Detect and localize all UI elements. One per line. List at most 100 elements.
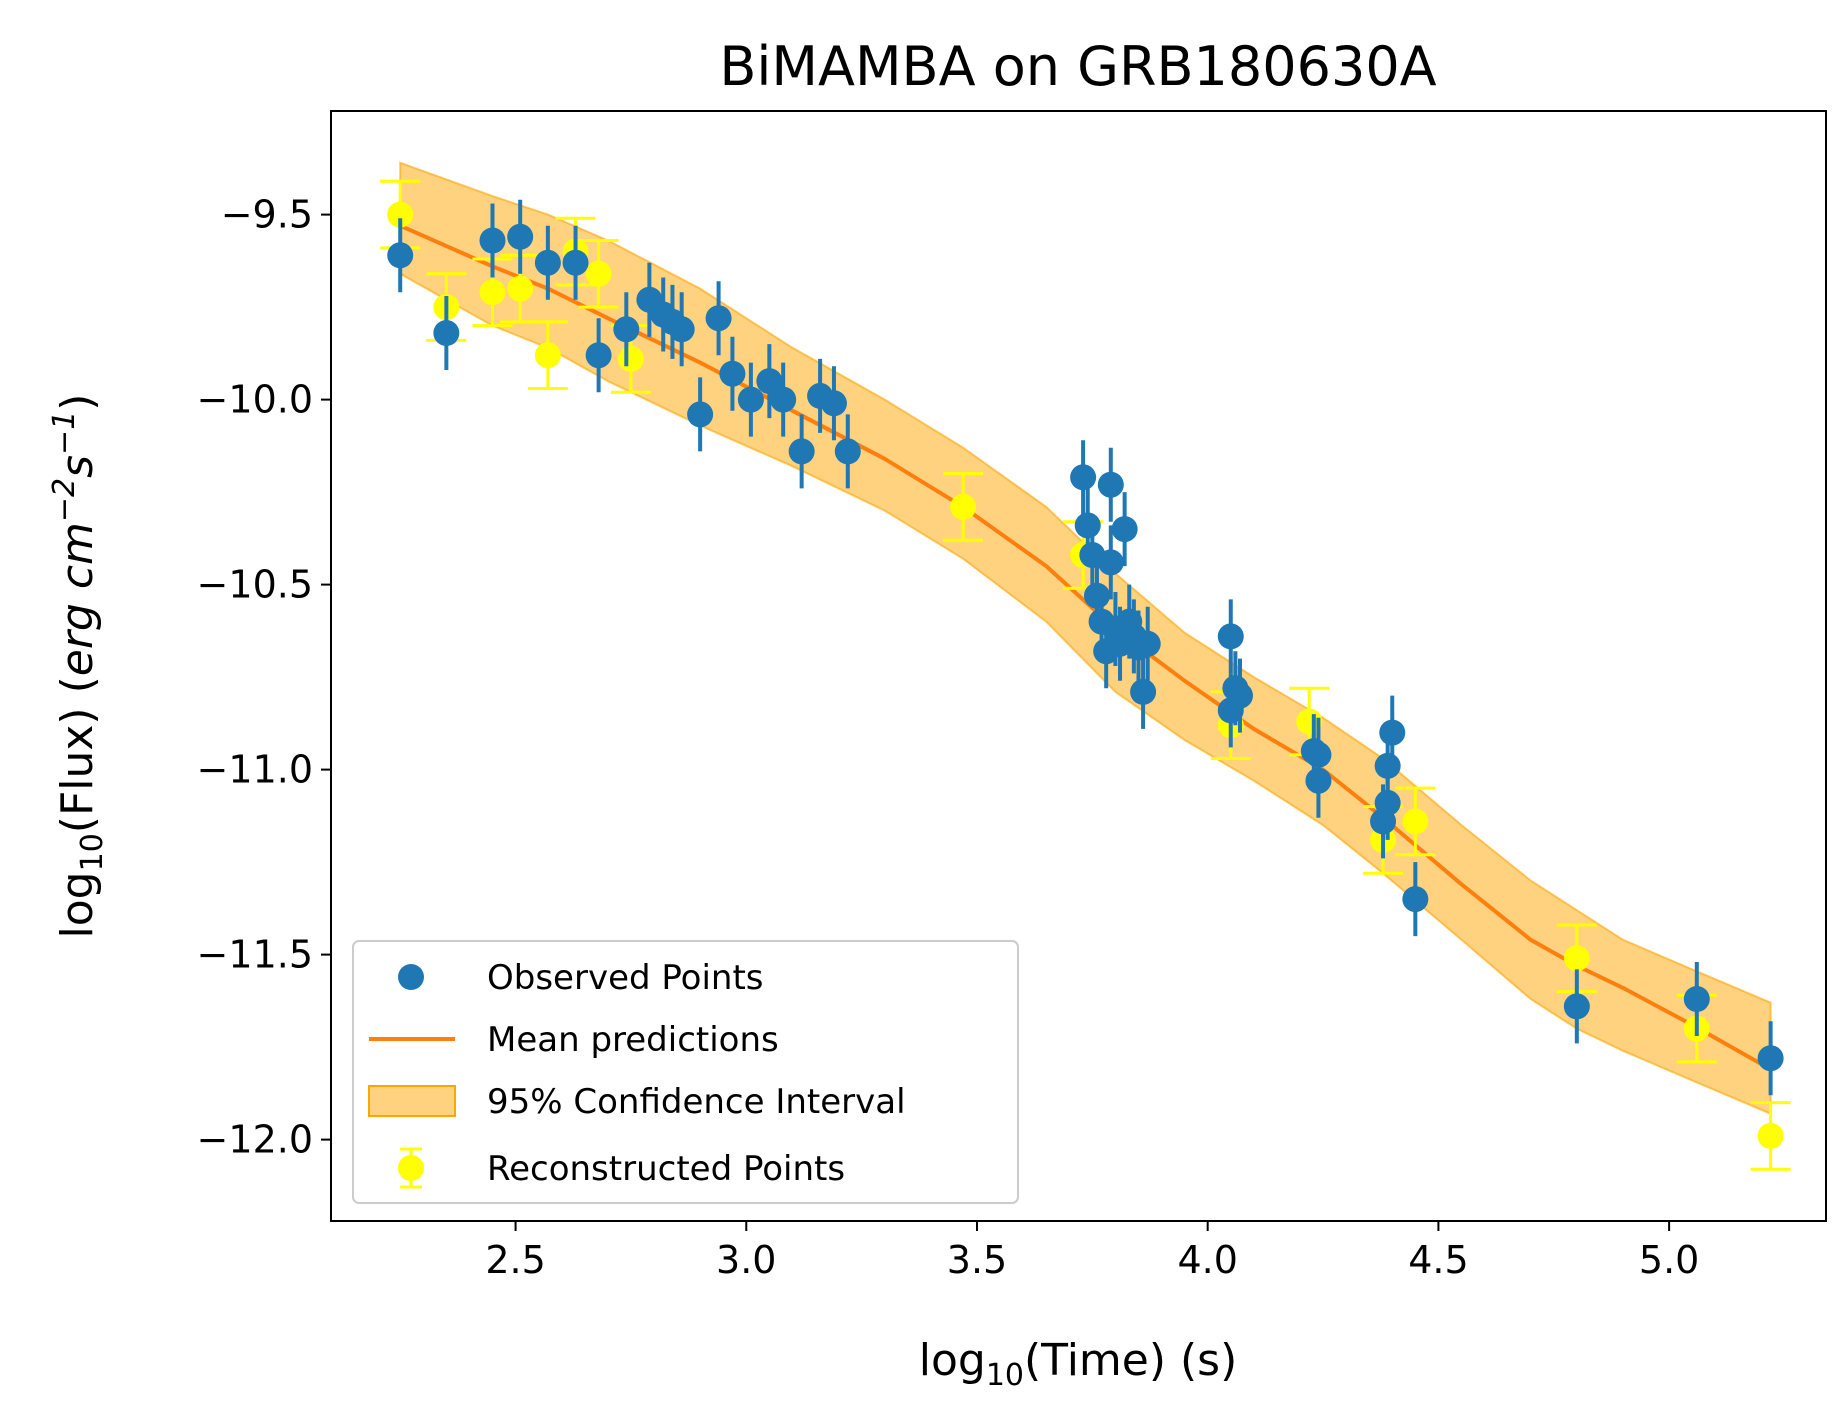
y-tick-label: −11.0 — [197, 748, 313, 792]
observed-point — [1402, 862, 1429, 937]
y-tick-label: −9.5 — [221, 193, 313, 237]
x-axis-label: log10(Time) (s) — [919, 1335, 1238, 1393]
y-ticks: −9.5 −10.0 −10.5 −11.0 −11.5 −12.0 — [197, 193, 331, 1162]
legend-band-swatch — [368, 1085, 456, 1117]
x-tick-label: 4.5 — [1408, 1238, 1468, 1282]
observed-point — [1374, 765, 1401, 840]
observed-marker — [770, 386, 797, 413]
observed-point — [1683, 962, 1710, 1036]
observed-point — [479, 203, 506, 278]
y-tick-label: −12.0 — [197, 1118, 313, 1162]
y-tick-label: −11.5 — [197, 933, 313, 977]
reconstructed-point — [943, 472, 984, 542]
observed-points-layer — [387, 199, 1784, 1096]
legend-band-label: 95% Confidence Interval — [487, 1082, 906, 1122]
observed-marker — [1111, 516, 1138, 543]
observed-point — [1070, 440, 1097, 515]
legend-box — [352, 940, 1019, 1204]
observed-marker — [668, 316, 695, 343]
observed-marker — [387, 242, 414, 269]
observed-point — [834, 414, 861, 489]
observed-point — [387, 218, 414, 293]
observed-marker — [585, 342, 612, 369]
observed-marker — [1134, 630, 1161, 657]
reconstructed-marker — [479, 279, 506, 306]
observed-point — [1379, 695, 1406, 770]
observed-point — [756, 344, 783, 419]
observed-point — [585, 318, 612, 393]
reconstructed-marker — [507, 275, 534, 302]
reconstructed-point — [578, 239, 619, 309]
legend-recon-marker — [398, 1155, 424, 1181]
reconstructed-marker — [585, 260, 612, 287]
observed-marker — [1402, 886, 1429, 913]
observed-marker — [1379, 719, 1406, 746]
observed-marker — [562, 249, 589, 276]
observed-marker — [1097, 549, 1124, 576]
observed-marker — [534, 249, 561, 276]
observed-point — [1097, 447, 1124, 522]
observed-marker — [820, 390, 847, 417]
observed-marker — [719, 360, 746, 387]
observed-point — [1563, 969, 1590, 1044]
observed-marker — [1130, 678, 1157, 705]
observed-point — [507, 199, 534, 274]
legend: Observed Points Mean predictions 95% Con… — [352, 940, 1019, 1204]
x-tick-label: 5.0 — [1639, 1238, 1699, 1282]
observed-marker — [687, 401, 714, 428]
observed-marker — [1374, 789, 1401, 816]
observed-point — [534, 225, 561, 300]
observed-marker — [433, 320, 460, 346]
reconstructed-marker — [1563, 945, 1590, 972]
observed-marker — [1217, 623, 1244, 650]
observed-point — [433, 296, 460, 370]
observed-marker — [834, 438, 861, 465]
observed-marker — [613, 316, 640, 343]
observed-point — [719, 336, 746, 411]
observed-marker — [1226, 682, 1253, 709]
reconstructed-marker — [1402, 808, 1429, 835]
observed-marker — [1683, 986, 1710, 1012]
observed-point — [788, 414, 815, 489]
legend-mean-label: Mean predictions — [487, 1020, 779, 1060]
observed-point — [562, 225, 589, 300]
observed-marker — [1074, 512, 1101, 539]
reconstructed-marker — [950, 493, 977, 520]
observed-point — [668, 292, 695, 367]
y-tick-label: −10.0 — [197, 378, 313, 422]
observed-marker — [756, 368, 783, 395]
observed-point — [1134, 606, 1161, 681]
observed-point — [1305, 743, 1332, 818]
x-tick-label: 3.5 — [947, 1238, 1007, 1282]
observed-point — [687, 377, 714, 452]
observed-marker — [737, 386, 764, 413]
observed-marker — [705, 305, 732, 332]
reconstructed-point — [527, 320, 568, 390]
x-ticks: 2.5 3.0 3.5 4.0 4.5 5.0 — [485, 1221, 1699, 1282]
observed-marker — [1757, 1045, 1784, 1072]
observed-point — [737, 362, 764, 437]
observed-point — [613, 292, 640, 367]
observed-point — [1111, 492, 1138, 567]
legend-recon-label: Reconstructed Points — [487, 1149, 845, 1189]
observed-point — [1097, 525, 1124, 600]
observed-point — [1757, 1021, 1784, 1096]
chart-title: BiMAMBA on GRB180630A — [719, 35, 1436, 98]
observed-marker — [479, 227, 506, 254]
x-tick-label: 2.5 — [485, 1238, 545, 1282]
observed-marker — [1070, 464, 1097, 491]
observed-point — [820, 366, 847, 441]
observed-marker — [507, 223, 534, 250]
observed-point — [705, 281, 732, 356]
legend-observed-marker — [398, 964, 424, 990]
observed-marker — [1097, 471, 1124, 498]
observed-point — [1226, 658, 1253, 733]
observed-marker — [1305, 767, 1332, 794]
x-tick-label: 4.0 — [1177, 1238, 1237, 1282]
observed-marker — [1563, 993, 1590, 1020]
legend-observed-label: Observed Points — [487, 958, 764, 998]
x-tick-label: 3.0 — [716, 1238, 776, 1282]
plot-frame — [330, 110, 1827, 1222]
observed-point — [1217, 599, 1244, 674]
